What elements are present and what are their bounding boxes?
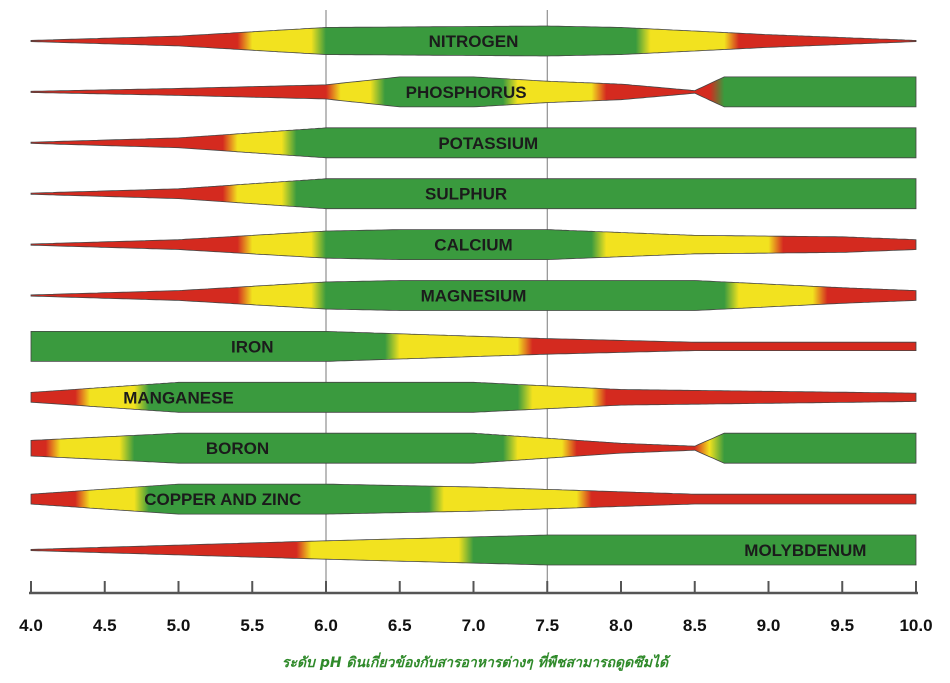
tick-label: 9.0 <box>757 616 781 635</box>
nutrient-band: BORON <box>30 432 917 464</box>
nutrient-label: CALCIUM <box>434 236 512 255</box>
nutrient-band-shape <box>30 483 917 515</box>
nutrient-band: SULPHUR <box>30 178 917 210</box>
nutrient-band: CALCIUM <box>30 229 917 261</box>
nutrient-band-shape <box>30 330 917 362</box>
nutrient-bands: NITROGEN PHOSPHORUS POTASSIUM SULPHUR CALCIU… <box>30 25 917 566</box>
nutrient-band: MANGANESE <box>30 381 917 413</box>
nutrient-label: MOLYBDENUM <box>744 541 866 560</box>
tick-label: 7.5 <box>535 616 559 635</box>
tick-label: 5.0 <box>167 616 191 635</box>
nutrient-band: POTASSIUM <box>30 127 917 159</box>
tick-label: 6.5 <box>388 616 412 635</box>
tick-label: 10.0 <box>899 616 932 635</box>
nutrient-band: MAGNESIUM <box>30 280 917 311</box>
tick-label: 8.0 <box>609 616 633 635</box>
nutrient-label: IRON <box>231 337 274 356</box>
nutrient-label: PHOSPHORUS <box>406 83 527 102</box>
nutrient-band-shape <box>30 178 917 210</box>
tick-label: 5.5 <box>240 616 264 635</box>
nutrient-band-shape <box>30 280 917 311</box>
nutrient-label: MAGNESIUM <box>421 287 527 306</box>
nutrient-label: SULPHUR <box>425 185 507 204</box>
nutrient-band: PHOSPHORUS <box>30 76 917 108</box>
ph-axis: 4.0 4.5 5.0 5.5 6.0 6.5 7.0 7.5 8.0 8.5 9.0 9.5 10.0 <box>19 581 933 635</box>
nutrient-band-shape <box>30 127 917 159</box>
nutrient-band-shape <box>30 381 917 413</box>
nutrient-label: MANGANESE <box>123 388 234 407</box>
tick-label: 7.0 <box>462 616 486 635</box>
tick-label: 4.5 <box>93 616 117 635</box>
nutrient-band-shape <box>30 229 917 261</box>
nutrient-label: BORON <box>206 439 269 458</box>
nutrient-band-shape <box>30 25 917 57</box>
nutrient-band: NITROGEN <box>30 25 917 57</box>
nutrient-band: IRON <box>30 330 917 362</box>
nutrient-band-shape <box>30 76 917 108</box>
nutrient-band: MOLYBDENUM <box>30 534 917 566</box>
x-axis-caption: ระดับ pH ดินเกี่ยวข้องกับสารอาหารต่างๆ ท… <box>282 652 671 671</box>
tick-label: 4.0 <box>19 616 43 635</box>
nutrient-label: POTASSIUM <box>438 134 538 153</box>
nutrient-label: NITROGEN <box>429 32 519 51</box>
tick-label: 9.5 <box>830 616 854 635</box>
tick-label: 6.0 <box>314 616 338 635</box>
nutrient-label: COPPER AND ZINC <box>144 490 301 509</box>
tick-label: 8.5 <box>683 616 707 635</box>
nutrient-band-shape <box>30 534 917 566</box>
nutrient-band-shape <box>30 432 917 464</box>
nutrient-band: COPPER AND ZINC <box>30 483 917 515</box>
